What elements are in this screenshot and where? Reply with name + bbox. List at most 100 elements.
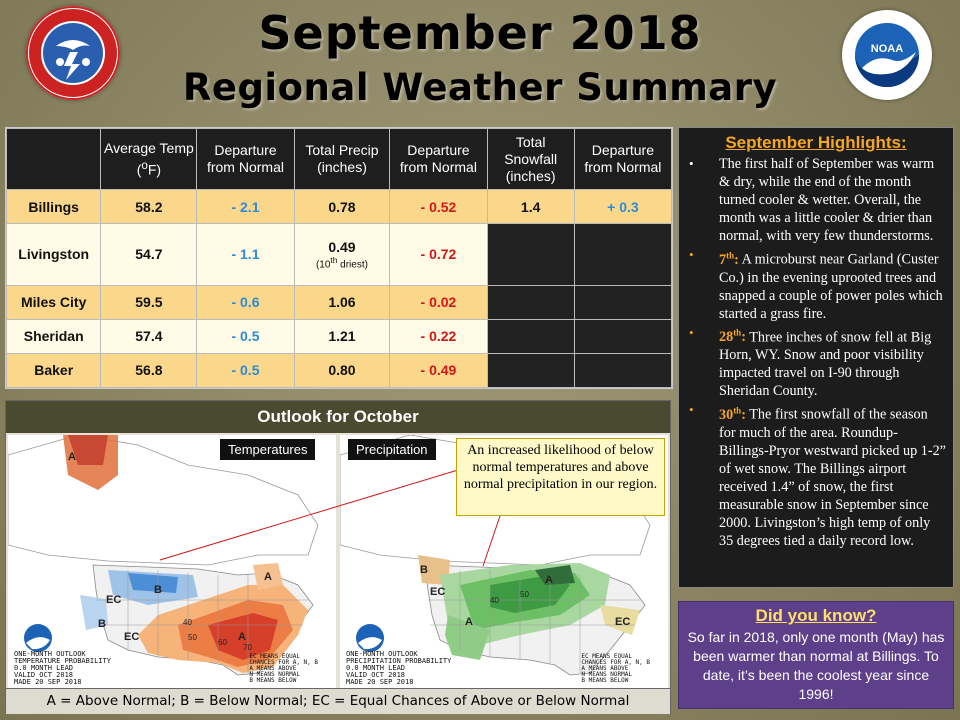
temperatures-label: Temperatures [220,439,316,460]
total-snowfall [486,223,575,286]
highlight-day: 30th: [719,405,746,424]
precipitation-label: Precipitation [348,439,436,460]
city-name: Sheridan [5,318,102,354]
temp-departure: - 0.6 [196,284,295,320]
highlights-title: September Highlights: [725,133,907,152]
snow-departure [573,284,673,320]
precip-departure: - 0.52 [389,188,488,225]
map-mark-b: B [154,584,162,596]
table-header-temp-departure: Departure from Normal [196,128,295,190]
nws-logo [26,6,120,100]
city-name: Billings [5,188,102,225]
highlight-day: 28th: [719,327,746,346]
avg-temp: 58.2 [100,188,198,225]
did-you-know-text: So far in 2018, only one month (May) has… [687,629,945,702]
total-precip: 0.78 [293,188,391,225]
map-mark-a: A [238,631,246,643]
map-contour-label: 50 [188,633,197,642]
climate-data-table: Average Temp (oF) Departure from Normal T… [5,127,673,389]
outlook-callout: An increased likelihood of below normal … [456,438,665,516]
noaa-logo: NOAA [842,10,932,100]
table-header-snow-departure: Departure from Normal [573,128,673,190]
temp-departure: - 2.1 [196,188,295,225]
map-mark-b: B [98,618,106,630]
map-mark-a: A [68,451,76,463]
snow-departure [573,318,673,354]
avg-temp: 54.7 [100,223,198,286]
highlight-text: Three inches of snow fell at Big Horn, W… [719,329,932,400]
map-mark-ec: EC [124,631,139,643]
total-precip: 1.21 [293,318,391,354]
temperature-ec-note: EC MEANS EQUAL CHANCES FOR A, N, B A MEA… [249,653,318,684]
did-you-know-title: Did you know? [755,606,877,625]
table-header-precip-departure: Departure from Normal [389,128,488,190]
map-mark-a: A [545,574,553,586]
highlight-item: 7th: A microburst near Garland (Custer C… [685,246,947,323]
precip-departure: - 0.02 [389,284,488,320]
table-header-total-precip: Total Precip (inches) [293,128,391,190]
precipitation-ec-note: EC MEANS EQUAL CHANCES FOR A, N, B A MEA… [581,653,650,684]
precip-rank-note: (10th driest) [315,254,368,271]
precip-departure: - 0.72 [389,223,488,286]
outlook-legend: A = Above Normal; B = Below Normal; EC =… [6,688,670,714]
table-row: Baker 56.8 - 0.5 0.80 - 0.49 [5,352,673,389]
table-header-blank [5,128,102,190]
table-row: Sheridan 57.4 - 0.5 1.21 - 0.22 [5,318,673,354]
table-header-avg-temp: Average Temp (oF) [100,128,198,190]
snow-departure: + 0.3 [573,188,673,225]
table-header-total-snowfall: Total Snowfall (inches) [486,128,575,190]
highlight-item: The first half of September was warm & d… [685,155,947,245]
avg-temp: 57.4 [100,318,198,354]
total-precip: 0.80 [293,352,391,389]
page-title: September 2018 [258,6,702,60]
city-name: Baker [5,352,102,389]
temperature-map-footer: ONE-MONTH OUTLOOK TEMPERATURE PROBABILIT… [14,650,111,686]
map-contour-label: 40 [490,596,499,605]
outlook-title: Outlook for October [6,401,670,433]
temp-departure: - 0.5 [196,318,295,354]
city-name: Miles City [5,284,102,320]
highlights-panel: September Highlights: The first half of … [678,127,954,588]
precip-departure: - 0.22 [389,318,488,354]
map-contour-label: 70 [243,643,252,652]
temp-departure: - 1.1 [196,223,295,286]
precipitation-map-footer: ONE-MONTH OUTLOOK PRECIPITATION PROBABIL… [346,650,452,686]
snow-departure [573,352,673,389]
highlight-item: 30th: The first snowfall of the season f… [685,401,947,550]
avg-temp: 59.5 [100,284,198,320]
total-precip: 1.06 [293,284,391,320]
avg-temp: 56.8 [100,352,198,389]
table-row: Billings 58.2 - 2.1 0.78 - 0.52 1.4 + 0.… [5,188,673,225]
page-subtitle: Regional Weather Summary [182,66,778,109]
total-precip-cell: 0.49 (10th driest) [293,223,391,286]
map-contour-label: 60 [218,638,227,647]
map-mark-ec: EC [106,594,121,606]
highlight-day: 7th: [719,250,739,268]
total-snowfall [486,352,575,389]
map-mark-a: A [465,616,473,628]
outlook-panel: Outlook for October [5,400,671,714]
temperature-map-graphic: B EC B EC A A A 40 50 60 70 [8,435,336,688]
city-name: Livingston [5,223,102,286]
map-contour-label: 50 [520,590,529,599]
map-mark-ec: EC [615,616,630,628]
snow-departure [573,223,673,286]
table-row: Miles City 59.5 - 0.6 1.06 - 0.02 [5,284,673,320]
highlights-title-text: September Highlights [725,133,901,152]
did-you-know-panel: Did you know? So far in 2018, only one m… [678,601,954,709]
map-mark-ec: EC [430,586,445,598]
total-snowfall [486,318,575,354]
total-snowfall: 1.4 [486,188,575,225]
map-mark-b: B [420,564,428,576]
nws-logo-icon [26,6,120,100]
noaa-logo-icon: NOAA [843,11,931,99]
precip-departure: - 0.49 [389,352,488,389]
highlight-text: The first half of September was warm & d… [719,156,935,244]
temperature-outlook-map: B EC B EC A A A 40 50 60 70 Temperatures… [8,435,336,688]
highlight-text: The first snowfall of the season for muc… [719,407,946,550]
map-mark-a: A [264,571,272,583]
temp-departure: - 0.5 [196,352,295,389]
highlight-item: 28th: Three inches of snow fell at Big H… [685,324,947,401]
highlight-text: A microburst near Garland (Custer Co.) i… [719,251,943,322]
total-precip: 0.49 [328,238,356,255]
